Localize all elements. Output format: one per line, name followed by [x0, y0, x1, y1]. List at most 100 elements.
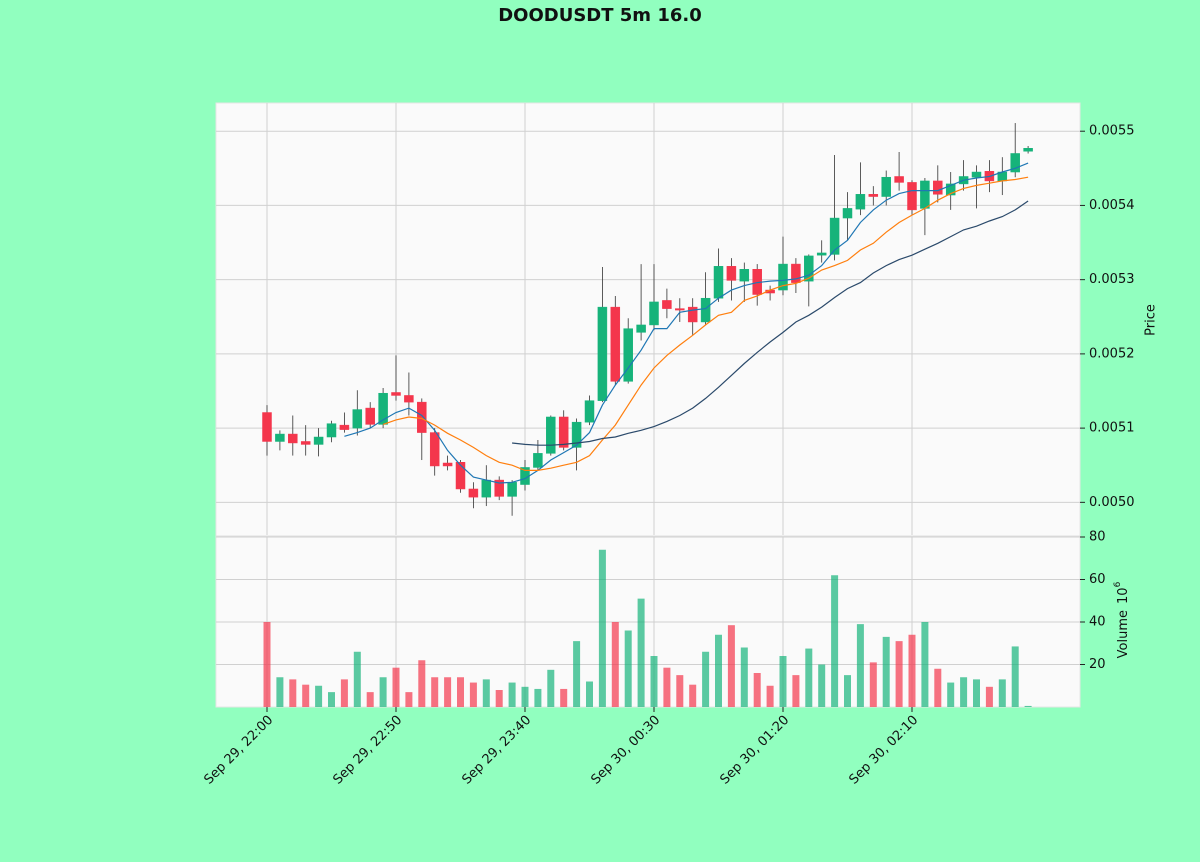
volume-bar — [521, 686, 529, 707]
moving-average-line — [512, 200, 1029, 446]
volume-bar — [663, 667, 671, 707]
volume-bar — [586, 681, 593, 707]
volume-multiplier: 10 — [1116, 587, 1131, 604]
volume-bar — [366, 692, 374, 707]
candle-body — [313, 436, 324, 445]
y-tick-label: 0.0054 — [1089, 198, 1135, 213]
candle-body — [649, 301, 659, 326]
candle-body — [571, 421, 582, 448]
volume-bar — [960, 677, 968, 707]
volume-bar — [844, 675, 851, 707]
candle-body — [610, 306, 621, 382]
candle-body — [713, 266, 724, 299]
candle-body — [326, 423, 337, 438]
candle-body — [597, 306, 608, 401]
y-tick-label: 0.0051 — [1089, 421, 1135, 436]
volume-bar — [869, 662, 877, 707]
candle-body — [700, 297, 711, 323]
candle-body — [971, 171, 982, 178]
volume-bar — [340, 679, 348, 707]
volume-bar — [753, 673, 761, 707]
volume-bar — [534, 688, 542, 707]
volume-bar — [469, 682, 477, 707]
moving-average-line — [344, 162, 1029, 484]
volume-bar — [405, 692, 413, 707]
candle-body — [662, 300, 672, 309]
candle-body — [881, 176, 891, 197]
plot-area — [215, 102, 1081, 708]
candle-body — [275, 433, 285, 442]
y-axis-label: Price — [1144, 304, 1159, 336]
volume-bar — [573, 641, 581, 707]
volume-bar — [702, 651, 710, 707]
volume-bar — [1024, 705, 1032, 707]
volume-bar — [689, 684, 697, 707]
volume-tick-label: 40 — [1089, 615, 1106, 630]
volume-bar — [934, 668, 942, 707]
candle-body — [494, 479, 504, 497]
candle-body — [378, 392, 388, 425]
candle-body — [262, 412, 272, 442]
y-tick-label: 0.0050 — [1089, 495, 1135, 510]
volume-bar — [882, 636, 890, 707]
candle-body — [907, 182, 917, 211]
y-tick-label: 0.0055 — [1089, 124, 1135, 139]
candle-body — [481, 479, 492, 498]
candle-body — [920, 180, 930, 209]
volume-bar — [818, 664, 826, 707]
candle-body — [829, 217, 840, 255]
candle-body — [365, 407, 375, 425]
volume-bar — [302, 684, 310, 707]
volume-bar — [921, 622, 929, 707]
volume-bar — [973, 679, 980, 707]
volume-bar — [947, 682, 955, 707]
volume-exponent: 6 — [1113, 581, 1123, 587]
candle-body — [300, 441, 311, 445]
candle-body — [868, 194, 879, 197]
chart-title: DOODUSDT 5m 16.0 — [498, 5, 702, 26]
volume-bar — [495, 690, 503, 707]
candle-body — [933, 180, 943, 195]
candle-body — [687, 306, 698, 323]
volume-bar — [289, 679, 297, 707]
candle-body — [429, 432, 440, 467]
volume-bar — [328, 692, 335, 707]
volume-bar — [1011, 646, 1019, 707]
candle-body — [533, 453, 543, 468]
candle-body — [584, 400, 595, 423]
volume-bar — [482, 679, 490, 707]
volume-bar — [431, 677, 439, 707]
candle-body — [391, 392, 401, 396]
volume-bar — [805, 648, 813, 707]
candle-body — [404, 395, 414, 403]
volume-bar — [895, 641, 903, 707]
volume-bar — [560, 688, 568, 707]
moving-average-line — [382, 176, 1029, 471]
candle-body — [855, 194, 866, 210]
volume-bar — [457, 677, 464, 707]
volume-tick-label: 60 — [1089, 572, 1106, 587]
volume-bar — [379, 677, 387, 707]
candle-body — [339, 424, 350, 430]
x-tick-label: Sep 30, 02:10 — [846, 713, 921, 788]
volume-tick-label: 20 — [1089, 657, 1106, 672]
volume-bar — [508, 682, 516, 707]
volume-bar — [998, 679, 1006, 707]
candle-body — [623, 328, 633, 382]
volume-bar — [611, 622, 619, 707]
candle-body — [468, 488, 479, 498]
candle-body — [726, 266, 737, 281]
candle-body — [417, 401, 427, 433]
candle-body — [675, 308, 685, 311]
candle-body — [894, 176, 904, 183]
volume-axis-label: Volume 106 — [1113, 581, 1131, 658]
candle-body — [804, 255, 814, 282]
candle-body — [791, 263, 801, 283]
candle-body — [842, 208, 853, 219]
candle-body — [945, 183, 956, 196]
candle-body — [288, 433, 298, 444]
y-tick-label: 0.0053 — [1089, 272, 1135, 287]
volume-bar — [792, 675, 800, 707]
